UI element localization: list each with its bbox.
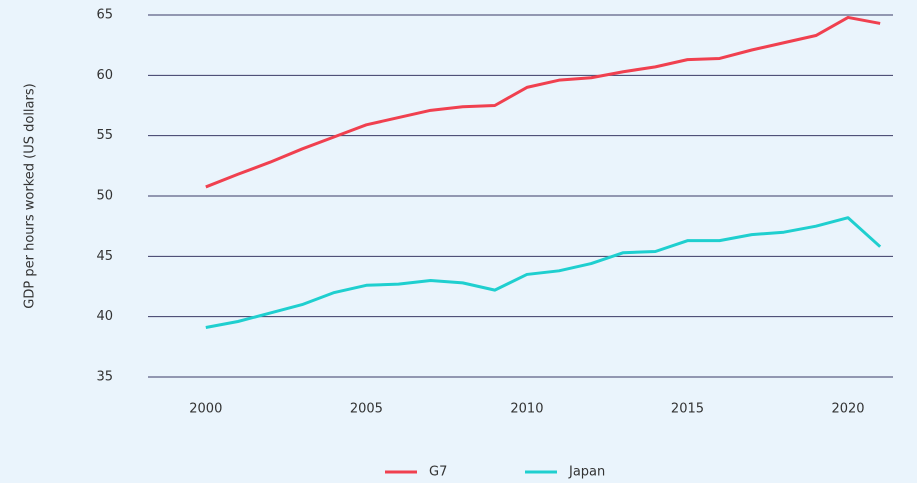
legend-label: Japan — [568, 465, 605, 480]
y-tick-label: 60 — [96, 68, 113, 83]
series-line — [205, 216, 882, 330]
x-tick-label: 2020 — [831, 402, 864, 417]
series-line — [205, 15, 881, 189]
x-tick-label: 2000 — [189, 402, 222, 417]
legend-label: G7 — [429, 465, 447, 480]
y-tick-label: 50 — [96, 189, 113, 204]
y-tick-label: 35 — [96, 370, 113, 385]
y-tick-label: 40 — [96, 309, 113, 324]
y-tick-label: 55 — [96, 128, 113, 143]
x-tick-label: 2015 — [671, 402, 704, 417]
y-axis-label: GDP per hours worked (US dollars) — [23, 83, 38, 308]
y-tick-label: 65 — [96, 8, 113, 23]
y-tick-label: 45 — [96, 249, 113, 264]
x-tick-label: 2010 — [510, 402, 543, 417]
x-tick-label: 2005 — [350, 402, 383, 417]
